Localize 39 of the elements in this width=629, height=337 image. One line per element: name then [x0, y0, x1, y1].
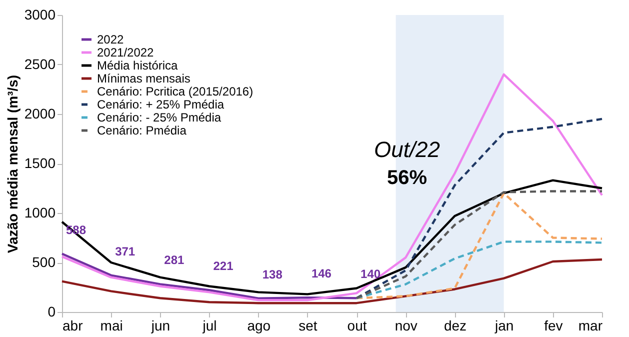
legend-label: Cenário: - 25% Pmédia	[97, 110, 222, 124]
y-tick-label: 1000	[24, 204, 56, 220]
legend-label: Média histórica	[97, 58, 178, 72]
data-label: 281	[164, 253, 185, 268]
data-label: 140	[360, 267, 381, 282]
x-tick-label: jan	[494, 318, 514, 334]
x-tick-label: out	[347, 318, 367, 334]
x-tick-label: ago	[247, 318, 271, 334]
x-tick-label: dez	[444, 318, 467, 334]
y-tick-label: 2000	[24, 106, 56, 122]
line-series	[355, 118, 604, 300]
x-tick-label: abr	[62, 318, 84, 334]
x-tick-label: jun	[150, 318, 170, 334]
legend-label: 2021/2022	[97, 46, 154, 60]
legend-label: 2022	[97, 32, 124, 46]
annotation: Out/22	[374, 137, 440, 162]
legend-label: Cenário: + 25% Pmédia	[97, 98, 224, 112]
legend-label: Mínimas mensais	[97, 72, 190, 86]
legend-label: Cenário: Pmédia	[97, 124, 187, 138]
x-tick-label: jul	[202, 318, 217, 334]
y-tick-label: 500	[32, 254, 56, 270]
x-tick-label: mar	[578, 318, 603, 334]
x-tick-label: set	[298, 318, 318, 334]
legend-label: Cenário: Pcritica (2015/2016)	[97, 84, 254, 98]
data-label: 221	[213, 259, 234, 274]
data-label: 371	[115, 244, 136, 258]
x-tick-label: nov	[394, 318, 418, 334]
y-tick-label: 2500	[24, 56, 56, 72]
data-label: 146	[311, 266, 332, 281]
annotation: 56%	[386, 167, 428, 189]
line-series	[60, 73, 604, 302]
y-axis-title: Vazão média mensal (m³/s)	[4, 74, 20, 254]
line-series	[355, 240, 604, 300]
x-tick-label: fev	[544, 318, 563, 334]
x-tick-label: mai	[100, 318, 123, 334]
y-tick-label: 1500	[24, 155, 56, 171]
data-label: 138	[262, 267, 283, 282]
y-tick-label: 3000	[24, 6, 56, 22]
y-tick-label: 0	[48, 304, 56, 320]
